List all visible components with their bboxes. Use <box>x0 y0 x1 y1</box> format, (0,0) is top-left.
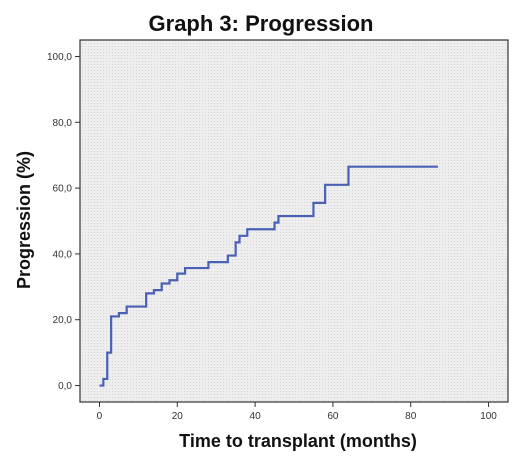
y-tick-label: 100,0 <box>47 52 72 63</box>
plot-area <box>79 39 509 403</box>
y-tick-label: 0,0 <box>58 381 72 392</box>
y-tick-label: 20,0 <box>53 315 73 326</box>
chart-title: Graph 3: Progression <box>149 11 374 36</box>
x-axis: 0 20 40 60 80 100 <box>97 402 497 422</box>
x-tick-label: 0 <box>97 411 103 422</box>
y-axis: 0,0 20,0 40,0 60,0 80,0 100,0 <box>47 52 80 392</box>
y-tick-label: 80,0 <box>53 118 73 129</box>
y-axis-label: Progression (%) <box>14 151 34 289</box>
x-tick-label: 60 <box>327 411 339 422</box>
series-layer <box>99 165 438 387</box>
y-tick-label: 40,0 <box>53 249 73 260</box>
x-tick-label: 40 <box>250 411 262 422</box>
x-tick-label: 100 <box>480 411 497 422</box>
progression-step-line <box>99 165 438 387</box>
x-tick-label: 80 <box>405 411 417 422</box>
y-tick-label: 60,0 <box>53 184 73 195</box>
x-axis-label: Time to transplant (months) <box>179 431 417 451</box>
x-tick-label: 20 <box>172 411 184 422</box>
